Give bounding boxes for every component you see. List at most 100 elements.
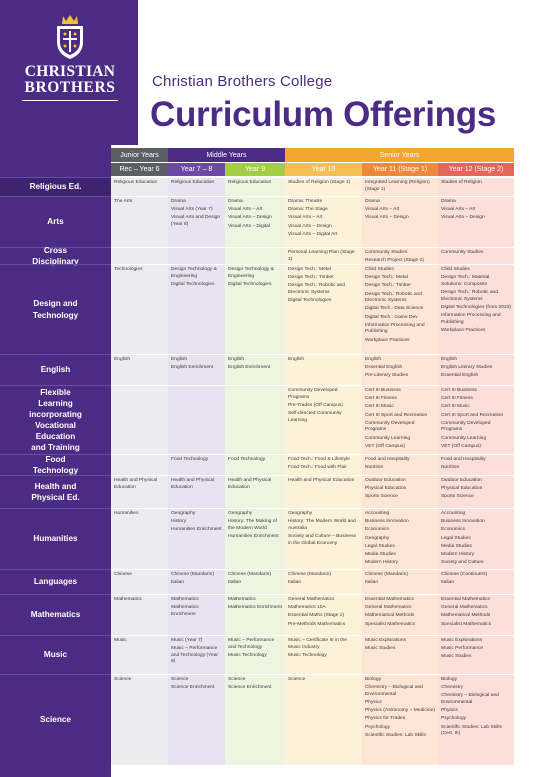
course-item: Mathematics Enrichment (228, 605, 282, 611)
course-item: Essential Mathematics (365, 597, 414, 602)
course-item: Cert III Fitness (441, 396, 473, 402)
course-item: Geography (171, 511, 196, 516)
course-item: Geography (228, 511, 253, 516)
table-cell: Design Technology & Engineering Digital T… (168, 265, 225, 290)
course-item: Economics (365, 527, 389, 533)
course-item: Food Technology (228, 457, 266, 462)
course-item: Personal Learning Plan (Stage 1) (288, 250, 355, 262)
table-cell: Religious Education (168, 178, 225, 188)
table-cell: Science Science Enrichment (168, 675, 225, 693)
page-title: Curriculum Offerings (150, 95, 496, 134)
course-item: Chinese (Continuers) (441, 572, 488, 577)
course-item: Mathematics (228, 597, 256, 602)
table-row: Community Developed Programs Pre-Trades (… (111, 385, 514, 454)
table-cell: Chinese (Mandarin) Italian (225, 570, 285, 588)
course-item: Society and Culture (441, 560, 484, 566)
course-item: English (171, 357, 188, 362)
course-item: Health and Physical Education (228, 478, 272, 490)
course-item: Research Project (Stage 2) (365, 258, 424, 264)
course-item: Visual Arts – Art (365, 207, 400, 213)
table-cell: English English Enrichment (225, 355, 285, 373)
header-year-col: Year 12 (Stage 2) (438, 163, 514, 176)
table-cell: Cert III Business Cert III Fitness Cert II… (362, 386, 438, 452)
subject-band (0, 145, 111, 777)
subject-label-line: Physical Ed. (31, 493, 80, 502)
course-item: Physics (441, 708, 458, 714)
course-item: Physics for Trades (365, 716, 406, 722)
subject-label-line: Health and (34, 481, 77, 491)
course-item: Chinese (Mandarin) (171, 572, 214, 577)
course-item: Visual Arts – Digital (228, 223, 271, 229)
course-item: Music Technology (288, 652, 327, 658)
table-cell: Music – Performance and Technology Music … (225, 636, 285, 661)
subject-label-line: Science (40, 715, 71, 725)
course-item: Italian (441, 580, 455, 586)
course-item: Technologies (114, 267, 143, 272)
table-cell: Humanities (111, 509, 168, 519)
table-row: Mathematics Mathematics Mathematics Enrich… (111, 594, 514, 635)
course-item: Business Innovation (441, 519, 485, 525)
course-item: Design Technology & Engineering (171, 267, 217, 279)
course-item: Science (288, 677, 306, 682)
course-item: Self-directed Community Learning (288, 411, 342, 423)
table-cell: Accounting Business Innovation Economics Le… (438, 509, 514, 568)
course-item: Food Tech.: Food with Flair (288, 465, 347, 471)
subject-label-line: Technology (32, 310, 79, 320)
table-row: Religious Education Religious Education Re… (111, 177, 514, 196)
table-cell: Studies of Religion (438, 178, 514, 188)
course-item: Chinese (Mandarin) (228, 572, 271, 577)
subject-label-line: Vocational (35, 421, 76, 430)
course-item: Visual Arts – Design (365, 215, 409, 221)
table-row: Music Music (Year 7) Music – Performance a… (111, 635, 514, 674)
column-background (111, 177, 168, 765)
course-item: Religious Education (171, 180, 215, 185)
subject-label: Health and Physical Ed. (0, 475, 111, 508)
table-cell: Chinese (Mandarin) Italian (285, 570, 362, 588)
course-item: Cert III Business (441, 388, 477, 393)
course-item: Physics (365, 700, 382, 706)
course-item: Community Learning (441, 435, 487, 441)
table-cell: Drama Visual Arts (Year 7) Visual Arts and… (168, 197, 225, 230)
table-cell: Design Tech.: Metal Design Tech.: Timber D… (285, 265, 362, 306)
course-item: Italian (228, 580, 242, 586)
course-item: Child Studies (365, 267, 394, 272)
table-cell: Religious Education (111, 178, 168, 188)
course-item: Pre-Trades (Off Campus) (288, 402, 343, 408)
course-item: English Enrichment (228, 365, 271, 371)
table-row: Chinese Chinese (Mandarin) Italian Chinese … (111, 569, 514, 594)
subject-label-line: Religious Ed. (29, 182, 82, 192)
table-cell: Health and Physical Education (111, 476, 168, 493)
course-item: Mathematics (171, 597, 199, 602)
course-item: Health and Physical Education (288, 478, 355, 483)
course-item: Music (114, 638, 127, 643)
subject-label-line: Design and (33, 299, 78, 309)
course-item: Drama (441, 199, 456, 204)
course-item: Specialist Mathematics (441, 621, 492, 627)
table-cell: Geography History Humanities Enrichment (168, 509, 225, 536)
subject-label-line: Disciplinary (32, 257, 79, 266)
course-item: Workplace Practices (441, 327, 486, 333)
logo-rule (22, 100, 118, 101)
table-cell: Biology Chemistry – Biological and Enviro… (362, 675, 438, 741)
table-cell: Music Explorations Music Performance Music… (438, 636, 514, 663)
course-item: VET (Off Campus) (365, 443, 406, 449)
course-item: English Enrichment (171, 365, 214, 371)
table-cell: Music Explorations Music Studies (362, 636, 438, 654)
header-year-col: Year 11 (Stage 1) (362, 163, 438, 176)
subject-label: Languages (0, 569, 111, 594)
table-cell: Essential Mathematics General Mathematics… (438, 595, 514, 630)
header-year-col: Year 10 (285, 163, 362, 176)
course-item: Digital Technologies (228, 281, 272, 287)
table-cell: Chinese (111, 570, 168, 580)
course-item: Psychology (441, 716, 467, 722)
brand-panel: CHRISTIAN BROTHERS (0, 0, 138, 145)
header-middle-years: Middle Years (168, 148, 285, 162)
course-item: Pre-Methods Mathematics (288, 621, 346, 627)
course-item: Design Tech.: Timber (288, 275, 334, 281)
course-item: Cert III Music (441, 404, 470, 410)
course-item: Design Tech.: Metal (288, 267, 331, 272)
course-item: History: The Making of the Modern World (228, 519, 277, 531)
table-cell: Community Studies Research Project (Stage… (362, 248, 438, 266)
table-row: Science Science Science Enrichment Science S… (111, 674, 514, 765)
course-item: Digital Tech.: Game Dev (365, 314, 418, 320)
